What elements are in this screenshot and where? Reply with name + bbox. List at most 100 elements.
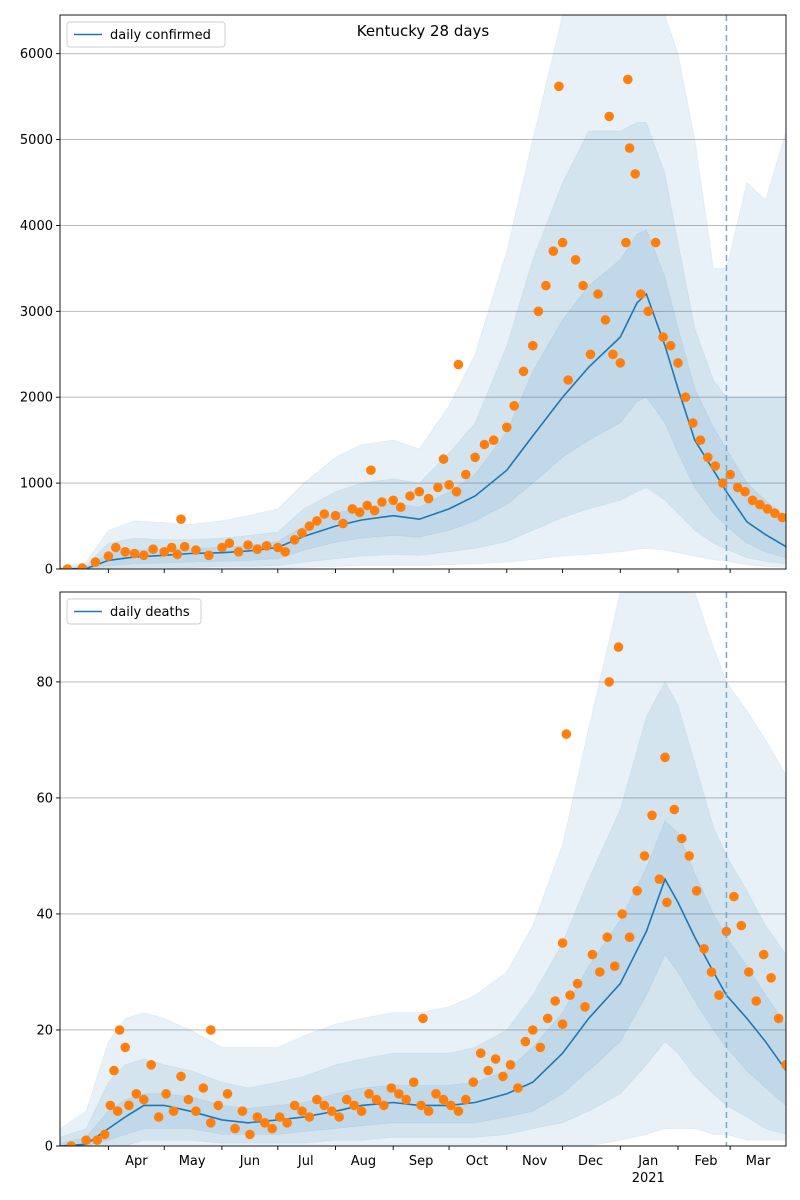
data-point [578,280,588,291]
data-point [414,486,425,497]
data-point [766,973,776,983]
data-point [327,1106,337,1116]
data-point [319,1100,330,1111]
y-tick-label: 60 [36,791,53,806]
confirmed-panel: 0 1000 2000 3000 4000 5000 6000 Kentucky 28 day… [20,14,787,578]
data-point [632,886,642,896]
data-point [66,1141,76,1146]
data-point [518,366,529,377]
data-point [593,289,603,299]
legend-label: daily deaths [110,605,190,620]
data-point [461,1094,471,1105]
data-point [747,495,758,506]
data-point [703,452,713,463]
data-point [604,677,614,687]
x-tick-label: May [179,1154,206,1169]
data-point [148,544,158,554]
x-tick-label: Nov [522,1154,548,1169]
data-point [654,874,665,884]
data-point [691,886,702,896]
data-point [602,932,613,942]
data-point [470,452,480,463]
data-point [297,1106,307,1116]
data-point [528,1025,538,1035]
data-point [112,1106,123,1116]
x-tick-label: Oct [466,1154,488,1169]
x-tick-label: Feb [694,1154,717,1169]
data-point [224,538,235,548]
data-point [643,306,653,317]
y-tick-label: 2000 [20,391,53,406]
y-tick-label: 0 [45,563,53,578]
data-point [405,491,415,501]
data-point [105,1100,116,1111]
x-tick-label: Mar [746,1154,771,1169]
data-point [479,439,490,450]
data-point [408,1077,419,1087]
data-point [548,246,559,256]
data-point [183,1094,194,1105]
data-point [349,1100,359,1111]
data-point [423,1106,434,1116]
data-point [580,1002,590,1012]
data-point [502,422,512,433]
data-point [237,1106,248,1116]
data-point [781,1060,786,1070]
data-point [721,926,732,937]
data-point [297,528,307,538]
chart-title: Kentucky 28 days [357,22,490,40]
data-point [282,1118,292,1128]
data-point [688,418,698,428]
data-point [461,469,471,480]
data-point [665,340,676,351]
data-point [680,392,691,403]
data-point [280,547,291,557]
legend-box [66,21,226,48]
data-point [289,535,300,545]
data-point [710,461,721,471]
data-point [388,495,399,506]
data-point [146,1060,156,1070]
data-point [438,454,449,464]
data-point [166,542,177,553]
data-point [191,545,201,555]
data-point [233,547,244,557]
data-point [740,486,750,497]
data-point [273,542,283,553]
x-tick-label: Apr [125,1154,148,1169]
y-tick-label: 4000 [20,219,53,234]
data-point [312,516,322,526]
data-point [124,1100,134,1111]
data-point [483,1065,494,1076]
data-point [252,544,263,554]
data-point [755,499,765,510]
data-point [364,1089,374,1099]
data-point [252,1112,263,1122]
data-point [129,548,140,559]
data-point [386,1083,397,1093]
data-point [319,509,330,519]
data-point [557,938,568,948]
data-point [554,81,564,92]
data-point [570,254,581,265]
data-point [81,1135,91,1145]
data-point [99,1129,110,1140]
uncertainty-band-mid [60,681,786,1146]
data-point [213,1100,223,1111]
data-point [92,1135,102,1145]
data-point [587,949,598,960]
data-point [362,500,373,511]
data-point [159,547,169,557]
data-point [617,909,627,919]
data-point [609,961,620,971]
data-point [120,1042,130,1053]
legend: daily confirmed [66,21,226,48]
data-point [334,1112,345,1122]
legend-label: daily confirmed [110,28,211,43]
data-point [371,1094,382,1105]
data-point [161,1089,171,1099]
data-point [431,1089,441,1099]
data-point [394,1089,404,1099]
data-point [563,375,573,385]
data-point [565,990,575,1000]
